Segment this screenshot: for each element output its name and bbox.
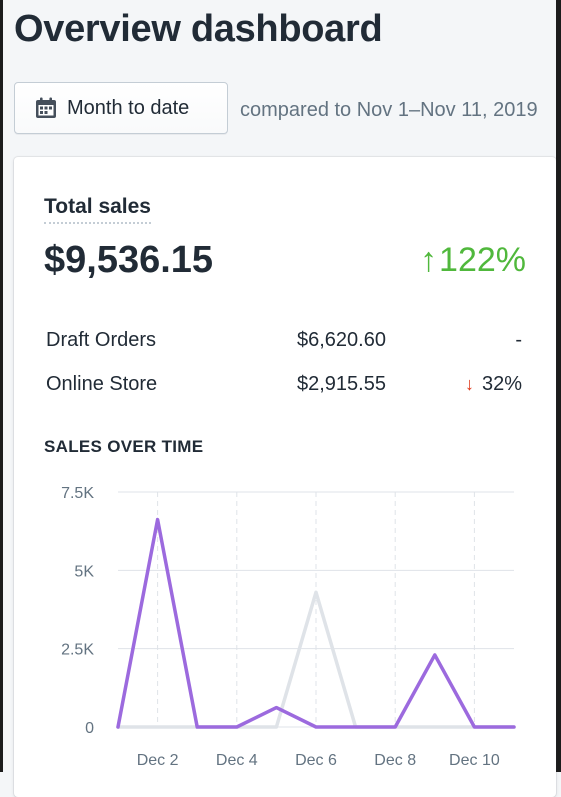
y-tick-label: 0	[85, 720, 94, 737]
total-sales-value: $9,536.15	[44, 239, 214, 281]
arrow-down-icon: ↓	[464, 374, 474, 394]
arrow-up-icon: ↑	[420, 241, 438, 279]
total-sales-label[interactable]: Total sales	[44, 195, 151, 224]
channel-name: Online Store	[46, 373, 158, 395]
device-frame	[0, 0, 561, 772]
channel-change: -	[515, 329, 522, 352]
y-tick-label: 7.5K	[61, 485, 94, 502]
x-tick-label: Dec 8	[374, 752, 416, 769]
channel-row-online-store: Online Store $2,915.55 ↓ 32%	[46, 373, 522, 417]
comparison-text: compared to Nov 1–Nov 11, 2019	[240, 99, 538, 121]
total-sales-card: Total sales $9,536.15 ↑ 122% Draft Order…	[14, 157, 556, 797]
channel-value: $2,915.55	[297, 373, 386, 395]
date-range-button[interactable]: Month to date	[14, 82, 228, 134]
date-range-label: Month to date	[67, 96, 190, 119]
calendar-icon	[36, 97, 56, 118]
sales-over-time-label: SALES OVER TIME	[44, 437, 204, 456]
x-tick-label: Dec 4	[216, 752, 258, 769]
sales-over-time-chart: 0 2.5K 5K 7.5K Dec 2 Dec 4 Dec 6 Dec 8 Dec 10	[61, 485, 516, 769]
channel-value: $6,620.60	[297, 329, 386, 351]
total-sales-change-value: 122%	[439, 241, 526, 279]
x-tick-label: Dec 2	[137, 752, 179, 769]
channel-change: ↓ 32%	[465, 373, 522, 396]
channel-change-value: 32%	[481, 373, 522, 395]
channel-row-draft-orders: Draft Orders $6,620.60 -	[46, 329, 522, 373]
y-tick-label: 2.5K	[61, 642, 94, 659]
x-tick-label: Dec 6	[295, 752, 337, 769]
sales-channel-list: Draft Orders $6,620.60 - Online Store $2…	[46, 329, 522, 417]
total-sales-change: ↑ 122%	[420, 241, 526, 280]
series-line-previous	[116, 590, 516, 729]
channel-name: Draft Orders	[46, 329, 157, 351]
series-line-current	[116, 517, 516, 729]
page-title: Overview dashboard	[14, 8, 383, 50]
y-tick-label: 5K	[74, 563, 94, 580]
channel-change-value: -	[515, 329, 522, 351]
x-tick-label: Dec 10	[449, 752, 500, 769]
